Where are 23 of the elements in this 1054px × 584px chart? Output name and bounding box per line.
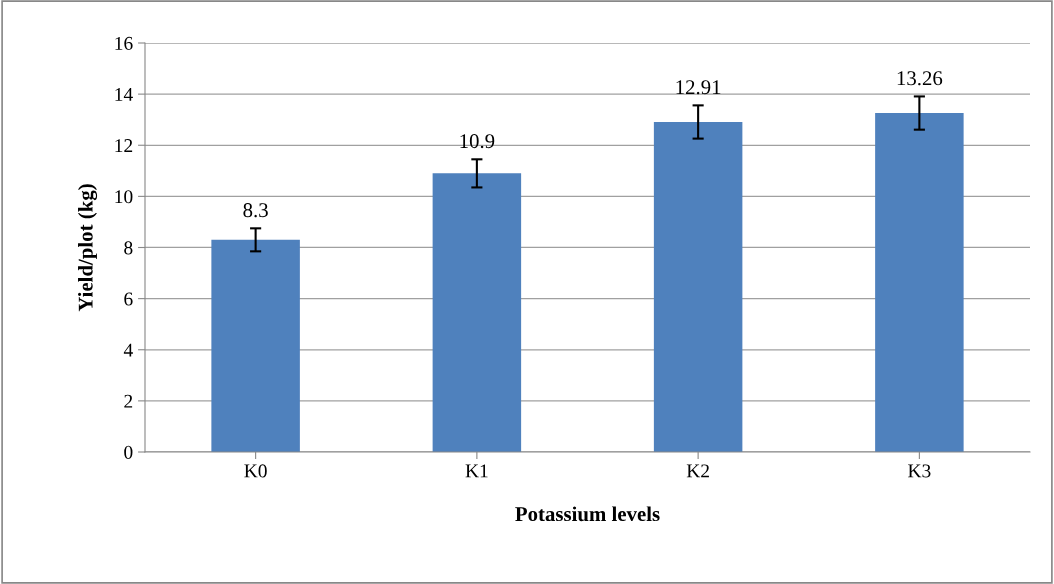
x-tick-label: K2 [686,464,709,478]
x-tick-label: K0 [244,464,267,478]
y-tick-label: 16 [115,36,133,50]
y-tick-label: 12 [115,139,133,152]
y-tick-label: 4 [123,343,133,357]
y-tick-label: 6 [124,292,133,306]
bar [875,113,964,452]
y-tick-label: 0 [124,445,133,459]
bar [653,121,743,452]
x-axis-title: Potassium levels [515,506,660,522]
y-axis-title: Yield/plot (kg) [78,184,98,312]
x-tick-label: K1 [465,464,488,478]
x-tick-label: K3 [908,464,931,478]
y-tick-label: 2 [124,394,133,408]
data-label: 8.3 [243,203,268,218]
bar [432,173,522,452]
data-label: 13.26 [897,71,943,86]
data-label: 12.91 [676,80,721,95]
y-tick-label: 10 [115,190,133,204]
data-label: 10.9 [460,134,495,149]
y-tick-label: 14 [115,88,133,101]
bar [211,239,300,452]
y-tick-label: 8 [124,241,133,255]
